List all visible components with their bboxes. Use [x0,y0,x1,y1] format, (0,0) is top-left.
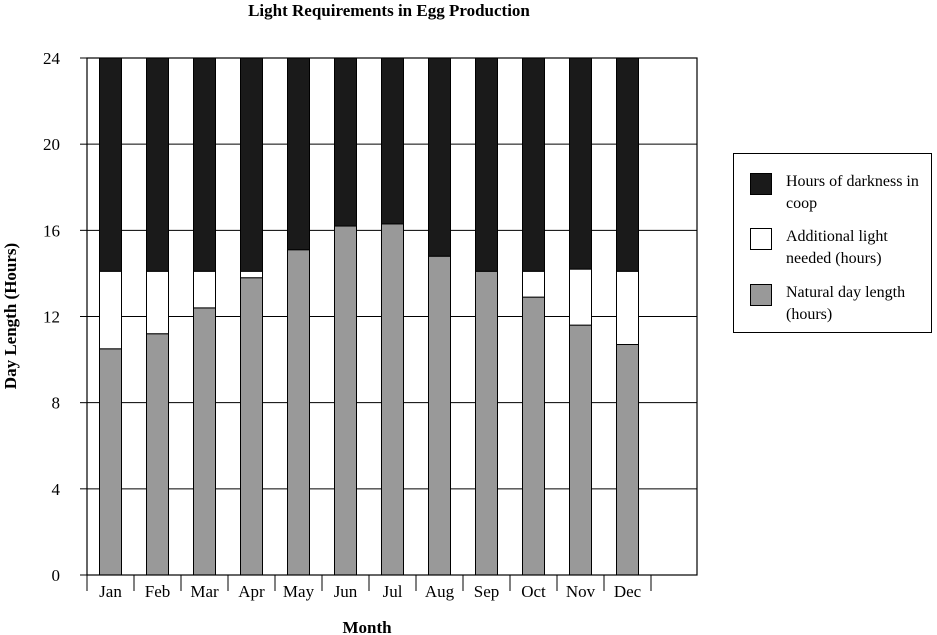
bar-natural-day-segment-sep [475,270,498,576]
bar-additional-light-segment-feb [146,270,169,335]
bar-additional-light-segment-apr [240,270,263,279]
bar-darkness-segment-may [287,57,310,251]
x-tick-label-feb: Feb [145,582,171,601]
bar-additional-light-segment-jan [99,270,122,350]
x-tick-label-jun: Jun [334,582,358,601]
y-tick-label: 8 [52,394,61,413]
x-tick-label-apr: Apr [238,582,265,601]
chart-title: Light Requirements in Egg Production [248,1,530,20]
bar-darkness-segment-nov [569,57,592,270]
x-axis-title: Month [342,618,392,635]
legend-swatch-natural-day [750,284,772,306]
x-tick-label-mar: Mar [190,582,219,601]
x-tick-labels: Jan Feb Mar Apr May Jun Jul Aug Sep Oct Nov Dec [99,582,641,601]
y-tick-labels: 0 4 8 12 16 20 24 [43,49,61,585]
y-tick-label: 24 [43,49,61,68]
legend-label-additional-light: Additional light needed (hours) [786,228,888,267]
y-tick-label: 20 [43,135,60,154]
legend-swatch-darkness [750,173,772,195]
y-axis-title: Day Length (Hours) [1,243,20,389]
x-tick-label-nov: Nov [566,582,596,601]
bar-natural-day-segment-apr [240,277,263,576]
legend-label-natural-day: Natural day length (hours) [786,284,906,323]
bar-natural-day-segment-jun [334,225,357,576]
bar-darkness-segment-dec [616,57,639,272]
x-tick-label-dec: Dec [614,582,642,601]
bar-darkness-segment-jun [334,57,357,227]
y-tick-label: 12 [43,308,60,327]
x-tick-label-jul: Jul [383,582,403,601]
legend-item-additional-light: Additional light needed (hours) [750,226,931,270]
bar-darkness-segment-jan [99,57,122,272]
bar-additional-light-segment-nov [569,268,592,326]
x-tick-label-sep: Sep [474,582,500,601]
bar-additional-light-segment-mar [193,270,216,309]
legend-item-darkness: Hours of darkness in coop [750,171,931,215]
bar-darkness-segment-sep [475,57,498,272]
x-tick-label-oct: Oct [521,582,546,601]
x-tick-label-may: May [283,582,315,601]
bar-darkness-segment-aug [428,57,451,257]
bar-natural-day-segment-feb [146,333,169,576]
legend: Hours of darkness in coop Additional lig… [733,153,932,333]
y-tick-label: 16 [43,221,60,240]
axes [80,57,698,591]
bar-darkness-segment-oct [522,57,545,272]
bar-darkness-segment-jul [381,57,404,225]
bar-natural-day-segment-aug [428,255,451,576]
bar-additional-light-segment-dec [616,270,639,346]
bar-darkness-segment-apr [240,57,263,272]
bar-additional-light-segment-oct [522,270,545,298]
bar-natural-day-segment-oct [522,296,545,576]
legend-label-darkness: Hours of darkness in coop [786,173,919,212]
bar-darkness-segment-feb [146,57,169,272]
legend-item-natural-day: Natural day length (hours) [750,282,931,326]
bar-natural-day-segment-mar [193,307,216,576]
bars [99,57,639,576]
bar-natural-day-segment-dec [616,344,639,576]
bar-natural-day-segment-may [287,249,310,576]
plot-frame [86,57,698,576]
bar-darkness-segment-mar [193,57,216,272]
y-tick-label: 4 [52,480,61,499]
legend-swatch-additional-light [750,228,772,250]
bar-natural-day-segment-nov [569,324,592,576]
x-tick-label-jan: Jan [99,582,122,601]
bar-natural-day-segment-jan [99,348,122,576]
x-tick-label-aug: Aug [425,582,455,601]
bar-natural-day-segment-jul [381,223,404,576]
y-tick-label: 0 [52,566,61,585]
